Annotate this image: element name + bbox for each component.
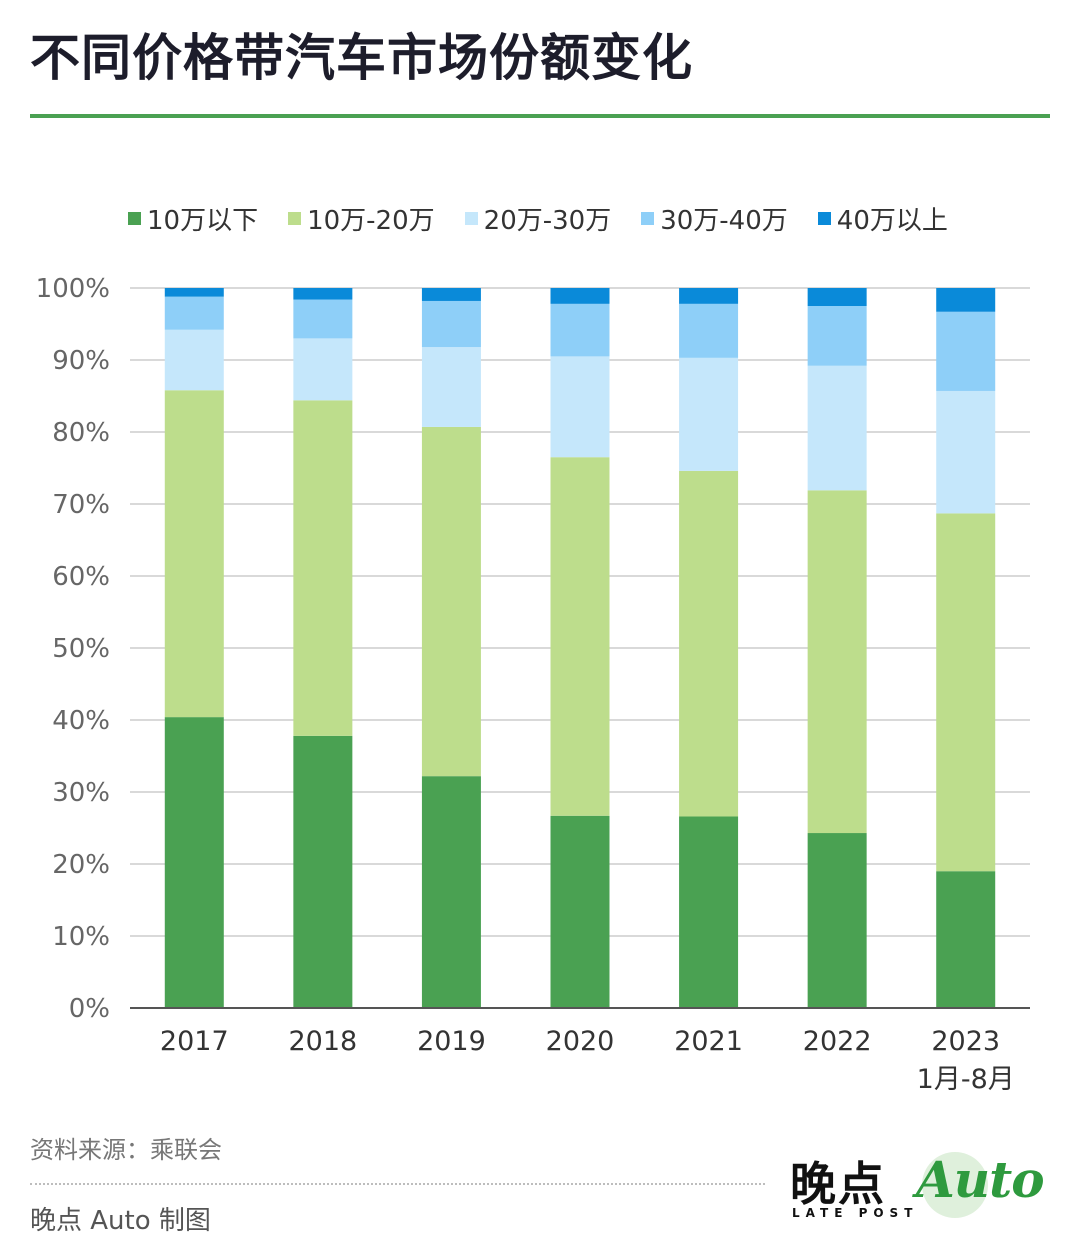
logo-text-en: LATE POST (792, 1206, 919, 1220)
legend: 10万以下 10万-20万 20万-30万 30万-40万 40万以上 (128, 200, 948, 236)
bar-segment (550, 356, 610, 458)
bar-segment (421, 776, 481, 1008)
bar-segment (164, 296, 224, 330)
y-tick-label: 20% (52, 850, 110, 880)
legend-item: 10万-20万 (288, 200, 435, 237)
bar-segment (421, 300, 481, 348)
legend-swatch (288, 211, 302, 225)
bar-segment (164, 390, 224, 718)
bar-segment (936, 871, 996, 1008)
legend-swatch (641, 211, 655, 225)
legend-item: 40万以上 (817, 200, 948, 237)
logo-text-auto: Auto (916, 1150, 1045, 1209)
bar-segment (550, 815, 610, 1008)
source-note: 资料来源：乘联会 (30, 1136, 222, 1164)
y-tick-label: 60% (52, 562, 110, 592)
stacked-bar-chart: 0% 10% 20% 30% 40% 50% 60% 70% 80% 90% 100% 2017 201… (36, 274, 1030, 1095)
y-tick-label: 100% (36, 274, 110, 304)
bar-segment (679, 470, 739, 817)
bar-segment (421, 347, 481, 427)
logo-text-cn: 晚点 (790, 1157, 886, 1211)
bar-segment (807, 833, 867, 1008)
bar-segment (936, 311, 996, 391)
bar-segment (807, 288, 867, 306)
y-tick-label: 0% (69, 994, 110, 1024)
bar-segment (679, 816, 739, 1008)
bar-segment (293, 299, 353, 339)
legend-label: 40万以上 (836, 205, 948, 236)
x-tick-label: 2019 (417, 1026, 486, 1057)
legend-item: 30万-40万 (641, 200, 788, 237)
bar-segment (421, 426, 481, 777)
y-tick-label: 50% (52, 634, 110, 664)
x-tick-label: 2020 (546, 1026, 615, 1057)
bar-segment (550, 288, 610, 304)
x-tick-label: 2022 (803, 1026, 872, 1057)
y-tick-label: 40% (52, 706, 110, 736)
x-tick-label: 2017 (160, 1026, 229, 1057)
bar-segment (550, 457, 610, 816)
legend-item: 20万-30万 (464, 200, 612, 237)
latepost-auto-logo: 晚点 LATE POST Auto (790, 1148, 1055, 1228)
bar-segment (550, 303, 610, 357)
x-tick-label: 2023 (931, 1026, 1000, 1057)
legend-label: 20万-30万 (483, 205, 612, 236)
bar-segment (807, 365, 867, 491)
bar-segment (293, 735, 353, 1008)
y-tick-label: 90% (52, 346, 110, 376)
bar-segment (293, 400, 353, 736)
bar-segment (936, 390, 996, 514)
y-tick-label: 30% (52, 778, 110, 808)
legend-swatch (817, 211, 831, 225)
legend-label: 10万以下 (147, 205, 259, 236)
bar-segment (807, 490, 867, 834)
bar-segment (936, 513, 996, 872)
chart-title: 不同价格带汽车市场份额变化 (30, 29, 693, 87)
legend-label: 30万-40万 (660, 205, 788, 236)
bar-segment (807, 306, 867, 366)
bar-segment (936, 288, 996, 312)
x-tick-label: 2018 (288, 1026, 357, 1057)
legend-swatch (464, 211, 478, 225)
footer-divider (30, 1183, 765, 1185)
bar-segment (421, 288, 481, 301)
y-tick-label: 70% (52, 490, 110, 520)
legend-item: 10万以下 (128, 200, 258, 237)
bar-segment (679, 357, 739, 471)
legend-label: 10万-20万 (307, 205, 435, 236)
credit-note: 晚点 Auto 制图 (30, 1206, 211, 1236)
y-tick-label: 10% (52, 922, 110, 952)
x-tick-label: 2021 (674, 1026, 743, 1057)
logo-circle-icon (922, 1152, 988, 1218)
title-underline (30, 114, 1050, 118)
x-tick-label: 1月-8月 (917, 1064, 1015, 1095)
bar-segment (293, 338, 353, 401)
bar-segment (164, 329, 224, 391)
y-tick-label: 80% (52, 418, 110, 448)
bar-segment (164, 288, 224, 297)
legend-swatch (128, 211, 141, 225)
bar-segment (679, 288, 739, 304)
bar-segment (679, 303, 739, 358)
bar-segment (164, 717, 224, 1008)
bar-segment (293, 288, 353, 300)
